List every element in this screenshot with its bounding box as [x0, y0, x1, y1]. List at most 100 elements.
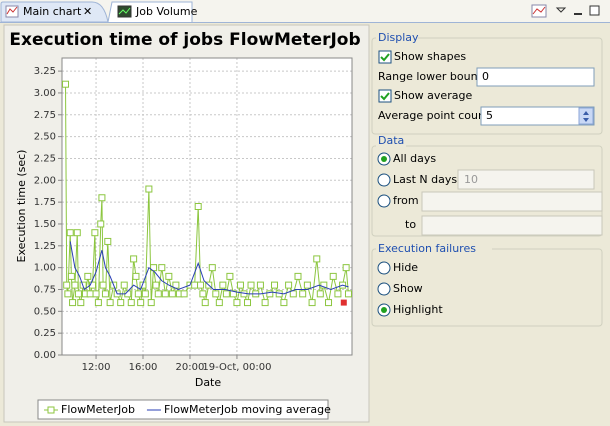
radio[interactable]	[377, 194, 391, 208]
data-point	[313, 255, 321, 263]
data-point	[199, 290, 207, 298]
view-menu[interactable]	[531, 4, 600, 18]
x-tick-label: 19-Oct, 00:00	[202, 362, 271, 373]
date-input	[421, 215, 603, 236]
group-title: Execution failures	[378, 242, 476, 255]
legend-marker	[47, 406, 55, 414]
data-point	[299, 290, 307, 298]
radio-label: Hide	[393, 261, 418, 274]
data-point	[106, 299, 114, 307]
data-point	[325, 299, 333, 307]
data-point	[134, 290, 142, 298]
tab[interactable]: Job Volume	[107, 1, 198, 23]
radio[interactable]	[377, 261, 391, 275]
checkbox-label: Show average	[394, 89, 472, 102]
failures-group: Execution failures Hide Show Highlight	[371, 242, 603, 327]
data-point	[201, 299, 209, 307]
data-point	[77, 299, 85, 307]
checkbox[interactable]	[378, 50, 392, 64]
radio-label: from	[393, 194, 419, 207]
text-input[interactable]	[476, 67, 595, 87]
plot-border	[61, 57, 353, 356]
field-label: Average point count	[378, 109, 490, 122]
radio-circle	[377, 194, 391, 208]
data-point	[303, 281, 311, 289]
data-point	[344, 290, 352, 298]
close-icon[interactable]: ✕	[83, 5, 92, 18]
data-point	[154, 290, 162, 298]
data-point	[180, 290, 188, 298]
data-point	[132, 272, 140, 280]
y-tick-label: 2.25	[34, 153, 56, 164]
radio-dot	[381, 307, 387, 313]
data-point	[194, 203, 202, 210]
radio[interactable]	[377, 303, 391, 317]
data-point	[137, 299, 145, 307]
tab[interactable]: Main chart ✕	[0, 1, 109, 23]
data-point	[127, 299, 135, 307]
legend-label: FlowMeterJob	[61, 403, 135, 416]
y-tick-label: 1.00	[34, 263, 56, 274]
series-line	[69, 241, 349, 295]
data-group: Data All days Last N days 10 from to	[371, 134, 603, 237]
data-point	[294, 272, 302, 280]
legend-label: FlowMeterJob moving average	[164, 403, 331, 416]
display-group: Display Show shapes Range lower bound 0 …	[371, 31, 603, 135]
y-tick-label: 0.00	[34, 350, 56, 361]
failure-point	[339, 298, 348, 307]
data-point	[62, 80, 70, 88]
checkbox[interactable]	[378, 89, 392, 103]
x-tick-label: 20:00	[176, 362, 205, 373]
radio[interactable]	[377, 282, 391, 296]
y-axis-label: Execution time (sec)	[15, 150, 28, 263]
data-point	[64, 290, 72, 298]
input-value: 5	[486, 109, 493, 122]
data-point	[271, 281, 279, 289]
tab-label: Main chart	[23, 5, 82, 18]
data-point	[212, 290, 220, 298]
data-point	[92, 290, 100, 298]
data-point	[289, 290, 297, 298]
data-point	[101, 290, 109, 298]
radio-label: All days	[393, 152, 436, 165]
spinner-buttons[interactable]	[578, 107, 594, 125]
y-tick-label: 1.75	[34, 197, 56, 208]
data-point	[256, 281, 264, 289]
checkmark	[380, 92, 390, 101]
data-point	[191, 281, 199, 289]
data-point	[329, 272, 337, 280]
date-input	[421, 191, 603, 212]
data-point	[334, 290, 342, 298]
data-point	[280, 299, 288, 307]
field-label: to	[405, 218, 416, 231]
data-point	[130, 255, 138, 263]
input-value: 0	[482, 70, 489, 83]
radio-circle	[377, 261, 391, 275]
data-point	[320, 281, 328, 289]
radio[interactable]	[377, 173, 391, 187]
spinner[interactable]	[480, 106, 595, 126]
data-point	[71, 281, 79, 289]
data-point	[74, 290, 82, 298]
data-point	[152, 281, 160, 289]
radio-label: Highlight	[393, 303, 443, 316]
data-point	[117, 299, 125, 307]
radio[interactable]	[377, 152, 391, 166]
input-value: 10	[464, 173, 478, 186]
data-point	[261, 299, 269, 307]
data-point	[73, 229, 81, 237]
data-point	[197, 281, 205, 289]
data-point	[104, 237, 112, 245]
data-point	[69, 299, 77, 307]
data-point	[147, 299, 155, 307]
data-point	[161, 290, 169, 298]
data-point	[215, 299, 223, 307]
data-point	[266, 290, 274, 298]
x-tick-label: 12:00	[82, 362, 111, 373]
data-point	[120, 281, 128, 289]
legend-entries: FlowMeterJob FlowMeterJob moving average	[44, 403, 331, 416]
radio-circle	[377, 173, 391, 187]
y-tick-label: 0.75	[34, 284, 56, 295]
data-point	[91, 229, 99, 237]
